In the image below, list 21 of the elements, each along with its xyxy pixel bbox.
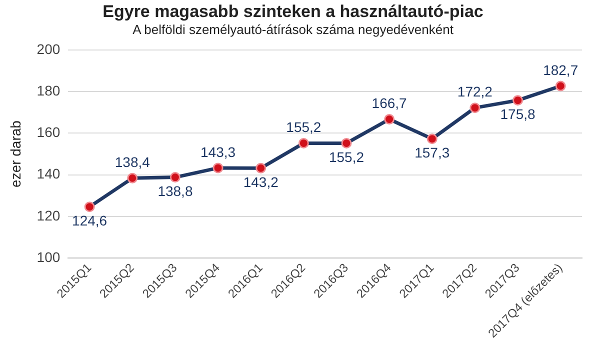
- data-label: 155,2: [328, 149, 364, 166]
- y-axis-title: ezer darab: [7, 120, 24, 188]
- chart-subtitle: A belföldi személyautó-átírások száma negyedévenként: [132, 22, 454, 37]
- data-label: 124,6: [72, 212, 108, 229]
- data-label: 182,7: [543, 62, 578, 78]
- y-tick-label: 200: [36, 40, 60, 57]
- data-label: 175,8: [500, 106, 536, 122]
- data-label: 155,2: [286, 119, 322, 136]
- y-tick-label: 180: [36, 82, 60, 98]
- data-label: 143,2: [243, 174, 279, 190]
- y-tick-label: 100: [36, 248, 60, 265]
- data-label: 157,3: [414, 144, 450, 161]
- chart-title: Egyre magasabb szinteken a használtautó-piac: [102, 2, 484, 21]
- data-label: 166,7: [372, 95, 408, 112]
- data-label: 172,2: [457, 84, 493, 100]
- data-label: 138,4: [114, 154, 150, 170]
- data-label: 138,8: [158, 183, 193, 200]
- y-tick-label: 160: [36, 124, 60, 140]
- y-tick-label: 120: [36, 207, 60, 224]
- data-label: 143,3: [200, 144, 236, 160]
- y-tick-label: 140: [36, 166, 60, 182]
